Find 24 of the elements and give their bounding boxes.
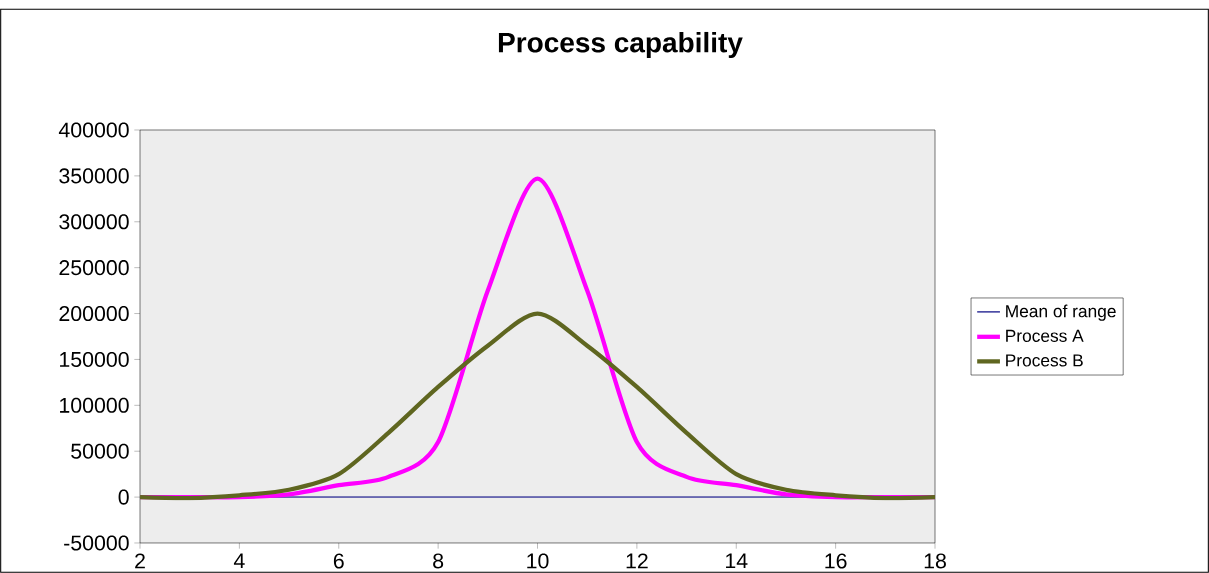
y-tick-label: 400000 [58, 122, 129, 138]
y-tick-label: 350000 [59, 168, 129, 184]
legend-label: Mean of range [1006, 304, 1116, 321]
y-tick-label: 150000 [60, 351, 129, 367]
x-tick-label: 18 [924, 553, 946, 569]
legend-label: Process B [1006, 354, 1083, 367]
x-tick-label: 12 [626, 553, 648, 569]
y-tick-label: -50000 [64, 535, 129, 551]
x-tick-label: 10 [527, 553, 549, 569]
chart-title: Process capability [498, 31, 743, 59]
y-tick-label: 250000 [59, 260, 129, 276]
y-tick-label: 300000 [59, 214, 129, 230]
x-tick-label: 14 [726, 553, 748, 569]
x-tick-label: 4 [233, 553, 245, 569]
x-tick-label: 2 [135, 553, 145, 569]
y-tick-label: 100000 [60, 397, 129, 413]
y-tick-label: 200000 [59, 306, 129, 322]
legend-label: Process A [1006, 329, 1084, 342]
y-tick-label: 50000 [71, 443, 129, 459]
y-tick-label: 0 [118, 489, 129, 505]
line-series [140, 311, 935, 501]
x-tick-label: 16 [825, 553, 847, 569]
x-tick-label: 8 [433, 553, 444, 569]
x-tick-label: 6 [333, 553, 344, 569]
